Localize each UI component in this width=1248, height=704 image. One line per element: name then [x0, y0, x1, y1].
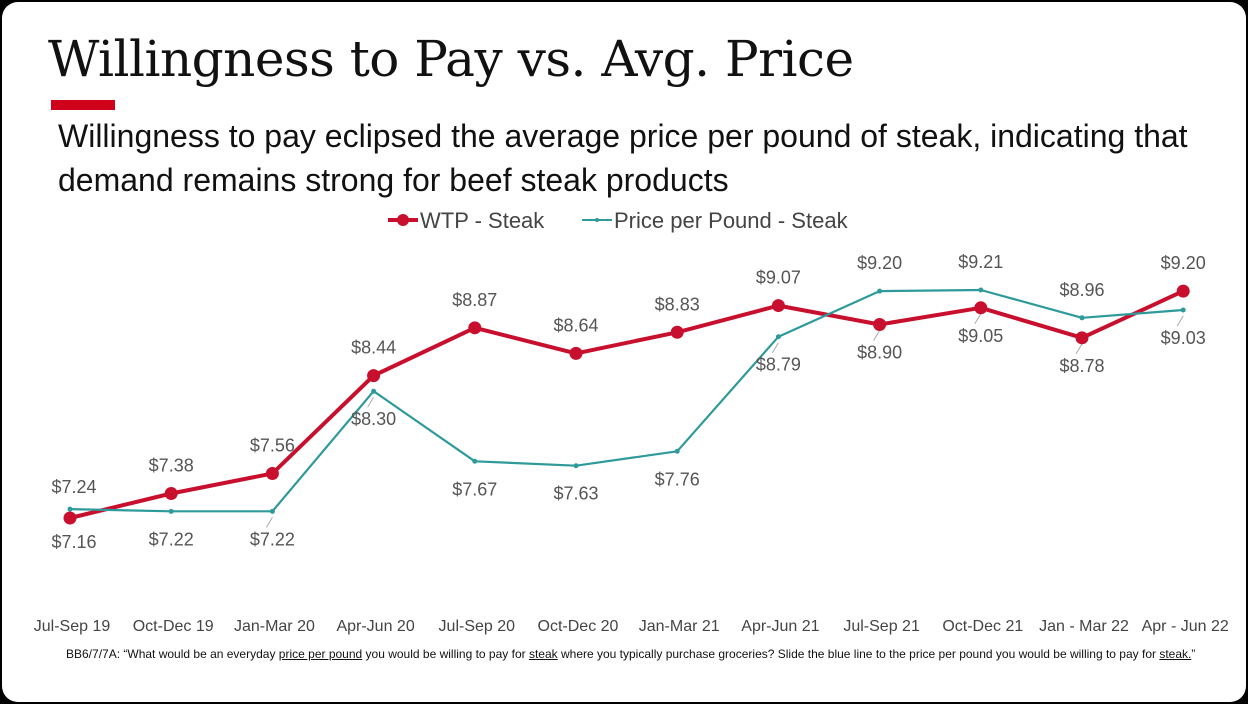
x-tick-label-4: Jul-Sep 20 [439, 618, 516, 635]
x-tick-label-5: Oct-Dec 20 [538, 618, 619, 635]
data-label-s0-6: $8.83 [655, 294, 700, 314]
point-s0-8 [873, 317, 887, 331]
point-s1-4 [472, 458, 478, 464]
data-label-s1-2: $7.22 [250, 529, 295, 549]
x-tick-label-9: Oct-Dec 21 [942, 618, 1023, 635]
legend-label-0: WTP - Steak [420, 208, 545, 233]
point-s1-1 [168, 508, 174, 514]
point-s0-4 [468, 321, 482, 335]
footnote-underline-price: price per pound [278, 647, 363, 661]
point-s1-2 [269, 508, 275, 514]
x-tick-label-3: Apr-Jun 20 [336, 618, 414, 635]
series-line-0 [69, 289, 1185, 520]
point-s1-9 [978, 287, 984, 293]
footnote-underline-steak: steak [528, 647, 558, 661]
line-chart: WTP - Steak Price per Pound - Steak $7.16… [34, 208, 1229, 635]
label-connector-s1-11 [1176, 315, 1184, 327]
data-label-s0-3: $8.44 [351, 338, 396, 358]
label-connector-s1-3 [367, 396, 375, 408]
data-label-s1-1: $7.22 [149, 529, 194, 549]
data-label-s1-7: $8.79 [756, 355, 801, 375]
point-s0-2 [265, 467, 279, 481]
point-s0-0 [63, 511, 77, 525]
point-s0-6 [670, 325, 684, 339]
data-label-s0-11: $9.20 [1161, 253, 1206, 273]
footnote-text-mid1: you would be willing to pay for [362, 647, 529, 661]
title-accent-bar [51, 100, 115, 110]
data-label-s0-5: $8.64 [553, 315, 598, 335]
footnote-text-prefix: BB6/7/7A: “What would be an everyday [66, 647, 279, 661]
point-s0-11 [1176, 284, 1190, 298]
data-label-s1-0: $7.24 [51, 477, 96, 497]
footnote-text-suffix: ” [1191, 647, 1196, 661]
label-connectors [265, 313, 1184, 528]
data-label-s1-9: $9.21 [958, 252, 1003, 272]
point-s0-10 [1075, 331, 1089, 345]
legend-label-1: Price per Pound - Steak [614, 208, 849, 233]
chart-points [63, 284, 1190, 525]
footnote-underline-steak-end: steak. [1159, 647, 1192, 661]
point-s0-7 [771, 299, 785, 313]
label-connector-s1-7 [771, 342, 779, 353]
point-s1-5 [573, 463, 579, 469]
data-label-s0-9: $9.05 [958, 326, 1003, 346]
x-tick-label-2: Jan-Mar 20 [234, 618, 315, 635]
chart-legend: WTP - Steak Price per Pound - Steak [388, 208, 849, 233]
point-s0-3 [367, 369, 381, 383]
point-s1-6 [674, 448, 680, 454]
x-tick-label-0: Jul-Sep 19 [34, 618, 111, 635]
slide-title: Willingness to Pay vs. Avg. Price [48, 30, 854, 88]
footnote: BB6/7/7A: “What would be an everyday pri… [66, 646, 1216, 662]
data-label-s0-8: $8.90 [857, 342, 902, 362]
point-s1-10 [1079, 315, 1085, 321]
point-s1-8 [877, 288, 883, 294]
series-line-1 [69, 288, 1184, 513]
legend-marker-1 [595, 218, 599, 222]
data-label-s1-11: $9.03 [1161, 328, 1206, 348]
point-s1-7 [775, 334, 781, 340]
data-label-s0-0: $7.16 [51, 532, 96, 552]
label-connector-s1-2 [265, 517, 273, 528]
data-labels: $7.16 $7.38 $7.56 $8.44 $8.87 $8.64 $8.83 $9.07… [51, 252, 1205, 552]
point-s0-9 [974, 301, 988, 315]
label-connector-s0-8 [873, 330, 881, 341]
x-tick-label-6: Jan-Mar 21 [639, 618, 720, 635]
label-connector-s0-10 [1075, 343, 1083, 355]
legend-marker-0 [397, 214, 409, 226]
data-label-s1-8: $9.20 [857, 253, 902, 273]
x-tick-label-1: Oct-Dec 19 [133, 618, 214, 635]
data-label-s1-6: $7.76 [655, 469, 700, 489]
x-axis-tick-labels: Jul-Sep 19 Oct-Dec 19 Jan-Mar 20 Apr-Jun 20… [34, 618, 1229, 635]
slide-subtitle: Willingness to pay eclipsed the average … [58, 118, 1188, 198]
data-label-s0-2: $7.56 [250, 436, 295, 456]
chart-lines [69, 288, 1185, 520]
data-label-s0-10: $8.78 [1059, 356, 1104, 376]
point-s1-3 [371, 388, 377, 394]
data-label-s1-10: $8.96 [1059, 280, 1104, 300]
data-label-s0-7: $9.07 [756, 268, 801, 288]
data-label-s0-4: $8.87 [452, 290, 497, 310]
data-label-s1-4: $7.67 [452, 479, 497, 499]
x-tick-label-7: Apr-Jun 21 [741, 618, 819, 635]
point-s0-5 [569, 346, 583, 360]
point-s1-11 [1180, 307, 1186, 313]
point-s0-1 [164, 487, 178, 501]
point-s1-0 [67, 506, 73, 512]
x-tick-label-11: Apr - Jun 22 [1142, 618, 1229, 635]
data-label-s1-3: $8.30 [351, 409, 396, 429]
label-connector-s0-9 [974, 313, 982, 325]
data-label-s1-5: $7.63 [553, 484, 598, 504]
x-tick-label-8: Jul-Sep 21 [843, 618, 920, 635]
data-label-s0-1: $7.38 [149, 456, 194, 476]
x-tick-label-10: Jan - Mar 22 [1039, 618, 1129, 635]
footnote-text-mid2: where you typically purchase groceries? … [557, 647, 1160, 661]
